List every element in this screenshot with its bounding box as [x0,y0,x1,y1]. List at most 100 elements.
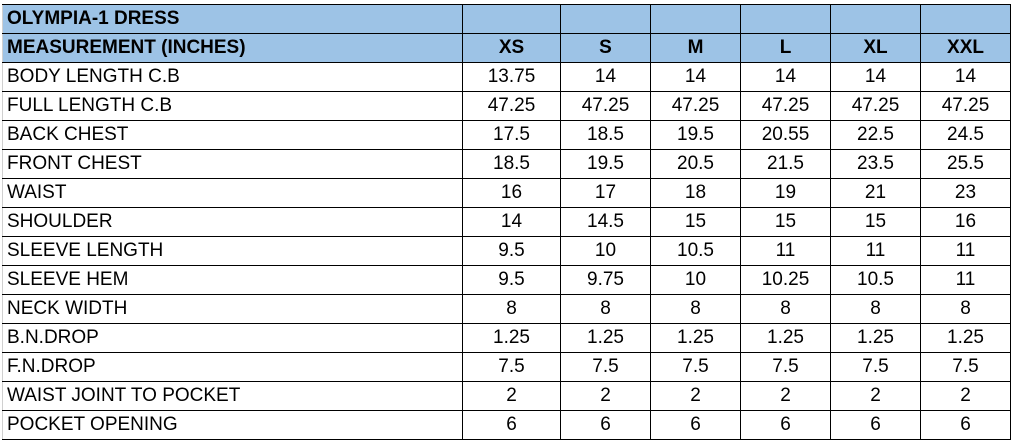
measurement-value[interactable]: 11 [920,236,1011,266]
measurement-value[interactable]: 1.25 [462,323,561,353]
measurement-label[interactable]: FULL LENGTH C.B [2,91,463,121]
measurement-value[interactable]: 7.5 [740,352,831,382]
measurement-value[interactable]: 1.25 [740,323,831,353]
header-label[interactable]: MEASUREMENT (INCHES) [2,33,463,63]
measurement-value[interactable]: 7.5 [920,352,1011,382]
measurement-value[interactable]: 20.55 [740,120,831,150]
measurement-value[interactable]: 6 [462,410,561,440]
size-header[interactable]: XS [462,33,561,63]
size-header[interactable]: XXL [920,33,1011,63]
measurement-value[interactable]: 10.5 [830,265,921,295]
measurement-label[interactable]: NECK WIDTH [2,294,463,324]
measurement-value[interactable]: 11 [740,236,831,266]
measurement-value[interactable]: 2 [920,381,1011,411]
measurement-value[interactable]: 7.5 [650,352,741,382]
measurement-value[interactable]: 8 [830,294,921,324]
measurement-value[interactable]: 14 [740,62,831,92]
measurement-label[interactable]: B.N.DROP [2,323,463,353]
measurement-value[interactable]: 9.75 [560,265,651,295]
measurement-value[interactable]: 15 [650,207,741,237]
measurement-value[interactable]: 2 [830,381,921,411]
cell[interactable] [560,4,651,34]
measurement-value[interactable]: 8 [920,294,1011,324]
measurement-value[interactable]: 47.25 [462,91,561,121]
measurement-value[interactable]: 6 [920,410,1011,440]
cell[interactable] [830,4,921,34]
measurement-value[interactable]: 25.5 [920,149,1011,179]
cell[interactable] [920,4,1011,34]
measurement-value[interactable]: 22.5 [830,120,921,150]
measurement-value[interactable]: 9.5 [462,236,561,266]
measurement-value[interactable]: 19.5 [560,149,651,179]
measurement-value[interactable]: 47.25 [740,91,831,121]
measurement-label[interactable]: WAIST JOINT TO POCKET [2,381,463,411]
measurement-value[interactable]: 17.5 [462,120,561,150]
measurement-value[interactable]: 47.25 [650,91,741,121]
measurement-value[interactable]: 10 [650,265,741,295]
measurement-value[interactable]: 8 [560,294,651,324]
measurement-label[interactable]: SHOULDER [2,207,463,237]
measurement-value[interactable]: 6 [650,410,741,440]
measurement-label[interactable]: BACK CHEST [2,120,463,150]
measurement-value[interactable]: 9.5 [462,265,561,295]
measurement-label[interactable]: SLEEVE LENGTH [2,236,463,266]
measurement-value[interactable]: 18.5 [462,149,561,179]
measurement-value[interactable]: 18 [650,178,741,208]
measurement-value[interactable]: 14 [830,62,921,92]
measurement-value[interactable]: 6 [560,410,651,440]
measurement-value[interactable]: 7.5 [830,352,921,382]
measurement-value[interactable]: 1.25 [830,323,921,353]
measurement-value[interactable]: 11 [830,236,921,266]
measurement-value[interactable]: 2 [462,381,561,411]
measurement-value[interactable]: 10.5 [650,236,741,266]
measurement-value[interactable]: 6 [830,410,921,440]
measurement-value[interactable]: 17 [560,178,651,208]
measurement-value[interactable]: 8 [650,294,741,324]
measurement-value[interactable]: 23.5 [830,149,921,179]
measurement-value[interactable]: 21 [830,178,921,208]
measurement-value[interactable]: 15 [830,207,921,237]
measurement-value[interactable]: 18.5 [560,120,651,150]
table-title[interactable]: OLYMPIA-1 DRESS [2,4,463,34]
measurement-value[interactable]: 24.5 [920,120,1011,150]
measurement-value[interactable]: 8 [740,294,831,324]
measurement-value[interactable]: 47.25 [830,91,921,121]
measurement-value[interactable]: 47.25 [920,91,1011,121]
measurement-value[interactable]: 19.5 [650,120,741,150]
measurement-value[interactable]: 16 [462,178,561,208]
measurement-value[interactable]: 10 [560,236,651,266]
measurement-value[interactable]: 7.5 [560,352,651,382]
measurement-value[interactable]: 14 [650,62,741,92]
measurement-value[interactable]: 16 [920,207,1011,237]
size-header[interactable]: L [740,33,831,63]
size-header[interactable]: XL [830,33,921,63]
measurement-value[interactable]: 6 [740,410,831,440]
measurement-value[interactable]: 20.5 [650,149,741,179]
measurement-label[interactable]: BODY LENGTH C.B [2,62,463,92]
measurement-value[interactable]: 1.25 [920,323,1011,353]
measurement-value[interactable]: 7.5 [462,352,561,382]
cell[interactable] [650,4,741,34]
measurement-value[interactable]: 2 [740,381,831,411]
measurement-value[interactable]: 11 [920,265,1011,295]
measurement-value[interactable]: 14 [920,62,1011,92]
measurement-value[interactable]: 15 [740,207,831,237]
measurement-value[interactable]: 14.5 [560,207,651,237]
measurement-value[interactable]: 21.5 [740,149,831,179]
cell[interactable] [462,4,561,34]
measurement-label[interactable]: WAIST [2,178,463,208]
measurement-value[interactable]: 1.25 [650,323,741,353]
measurement-label[interactable]: FRONT CHEST [2,149,463,179]
measurement-label[interactable]: SLEEVE HEM [2,265,463,295]
measurement-value[interactable]: 13.75 [462,62,561,92]
measurement-value[interactable]: 47.25 [560,91,651,121]
measurement-value[interactable]: 19 [740,178,831,208]
size-header[interactable]: M [650,33,741,63]
size-header[interactable]: S [560,33,651,63]
measurement-label[interactable]: POCKET OPENING [2,410,463,440]
measurement-value[interactable]: 14 [462,207,561,237]
measurement-value[interactable]: 23 [920,178,1011,208]
measurement-label[interactable]: F.N.DROP [2,352,463,382]
measurement-value[interactable]: 10.25 [740,265,831,295]
measurement-value[interactable]: 8 [462,294,561,324]
